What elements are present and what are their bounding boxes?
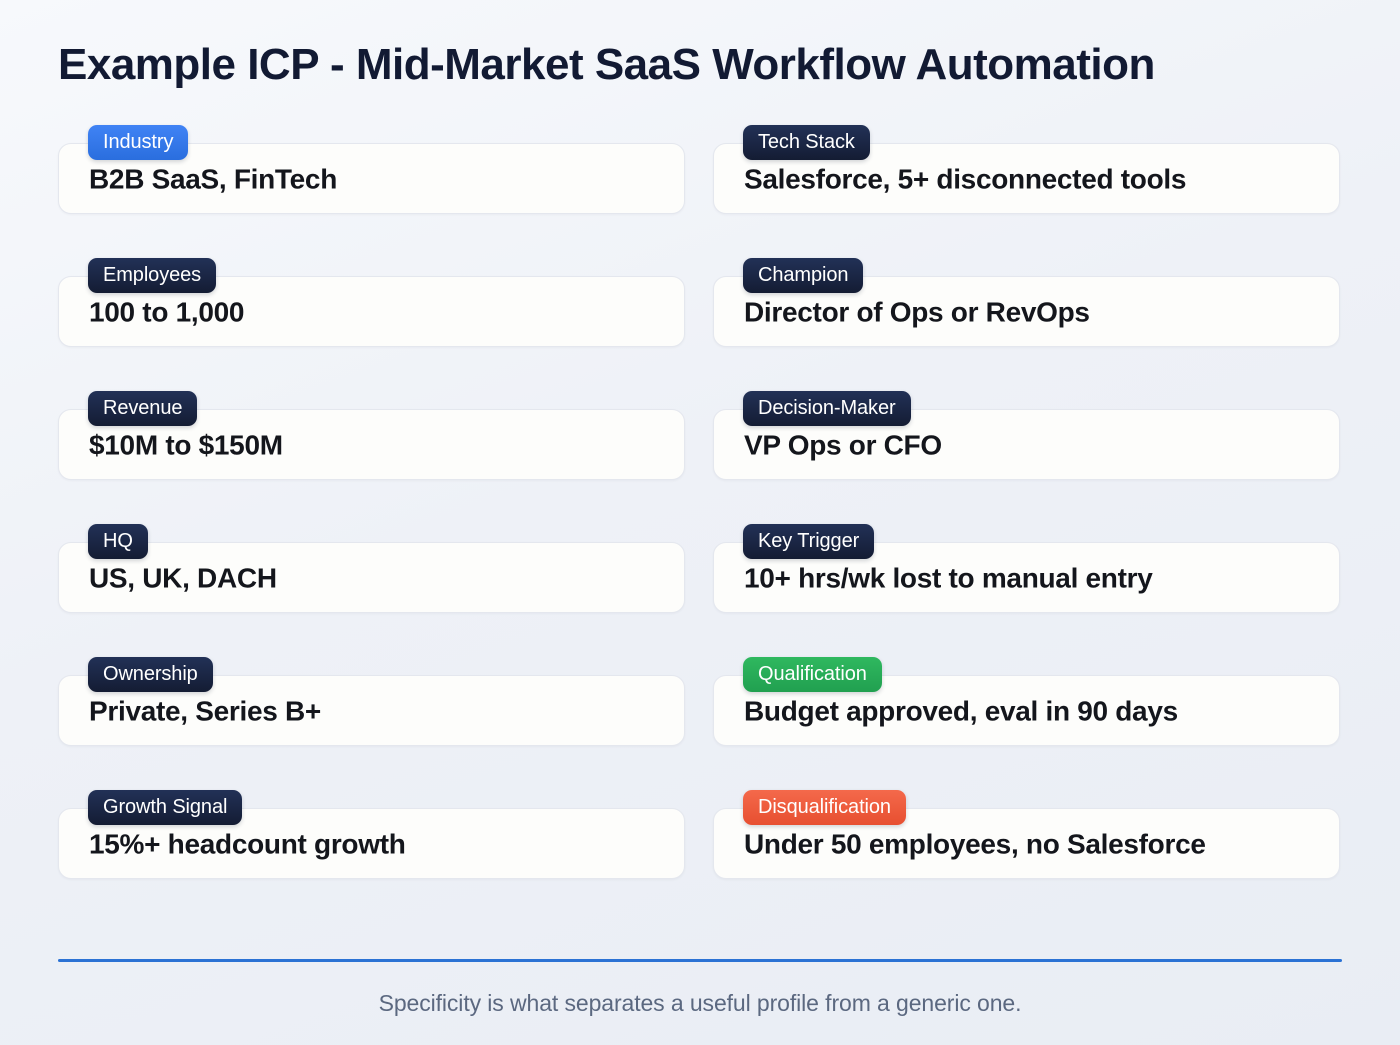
attribute-badge-key-trigger: Key Trigger: [743, 523, 875, 559]
attribute-card-disqualification: Under 50 employees, no Salesforce Disqua…: [713, 789, 1340, 879]
footer-divider: [58, 959, 1342, 962]
attribute-badge-industry: Industry: [88, 124, 189, 160]
attribute-card-employees: 100 to 1,000 Employees: [58, 257, 685, 347]
attribute-card-ownership: Private, Series B+ Ownership: [58, 656, 685, 746]
card-surface: US, UK, DACH: [58, 541, 685, 613]
attribute-badge-tech-stack: Tech Stack: [743, 124, 870, 160]
attribute-value: $10M to $150M: [89, 429, 283, 461]
attribute-card-revenue: $10M to $150M Revenue: [58, 390, 685, 480]
attribute-value: Director of Ops or RevOps: [744, 296, 1090, 328]
attribute-value: 100 to 1,000: [89, 296, 245, 328]
attribute-card-industry: B2B SaaS, FinTech Industry: [58, 124, 685, 214]
attribute-badge-decision-maker: Decision-Maker: [743, 390, 911, 426]
card-surface: 10+ hrs/wk lost to manual entry: [713, 541, 1340, 613]
attribute-card-decision-maker: VP Ops or CFO Decision-Maker: [713, 390, 1340, 480]
footer: Specificity is what separates a useful p…: [58, 959, 1342, 1017]
attribute-value: Salesforce, 5+ disconnected tools: [744, 163, 1187, 195]
attribute-card-hq: US, UK, DACH HQ: [58, 523, 685, 613]
attribute-value: Private, Series B+: [89, 695, 321, 727]
attribute-badge-growth-signal: Growth Signal: [88, 789, 243, 825]
attribute-badge-champion: Champion: [743, 257, 864, 293]
attribute-value: 15%+ headcount growth: [89, 828, 406, 860]
attribute-badge-ownership: Ownership: [88, 656, 213, 692]
card-surface: Salesforce, 5+ disconnected tools: [713, 142, 1340, 214]
attribute-value: Budget approved, eval in 90 days: [744, 695, 1178, 727]
card-surface: B2B SaaS, FinTech: [58, 142, 685, 214]
attribute-value: 10+ hrs/wk lost to manual entry: [744, 562, 1153, 594]
attribute-badge-revenue: Revenue: [88, 390, 198, 426]
attribute-card-growth-signal: 15%+ headcount growth Growth Signal: [58, 789, 685, 879]
page-title: Example ICP - Mid-Market SaaS Workflow A…: [58, 40, 1155, 89]
attribute-grid: B2B SaaS, FinTech Industry Salesforce, 5…: [58, 124, 1342, 879]
attribute-card-key-trigger: 10+ hrs/wk lost to manual entry Key Trig…: [713, 523, 1340, 613]
attribute-card-champion: Director of Ops or RevOps Champion: [713, 257, 1340, 347]
card-surface: Director of Ops or RevOps: [713, 275, 1340, 347]
attribute-card-tech-stack: Salesforce, 5+ disconnected tools Tech S…: [713, 124, 1340, 214]
attribute-badge-qualification: Qualification: [743, 656, 882, 692]
card-surface: Under 50 employees, no Salesforce: [713, 807, 1340, 879]
attribute-card-qualification: Budget approved, eval in 90 days Qualifi…: [713, 656, 1340, 746]
attribute-value: US, UK, DACH: [89, 562, 277, 594]
attribute-value: VP Ops or CFO: [744, 429, 942, 461]
attribute-badge-disqualification: Disqualification: [743, 789, 906, 825]
attribute-value: B2B SaaS, FinTech: [89, 163, 338, 195]
attribute-value: Under 50 employees, no Salesforce: [744, 828, 1206, 860]
attribute-badge-employees: Employees: [88, 257, 217, 293]
footer-note: Specificity is what separates a useful p…: [378, 990, 1022, 1016]
attribute-badge-hq: HQ: [88, 523, 148, 559]
